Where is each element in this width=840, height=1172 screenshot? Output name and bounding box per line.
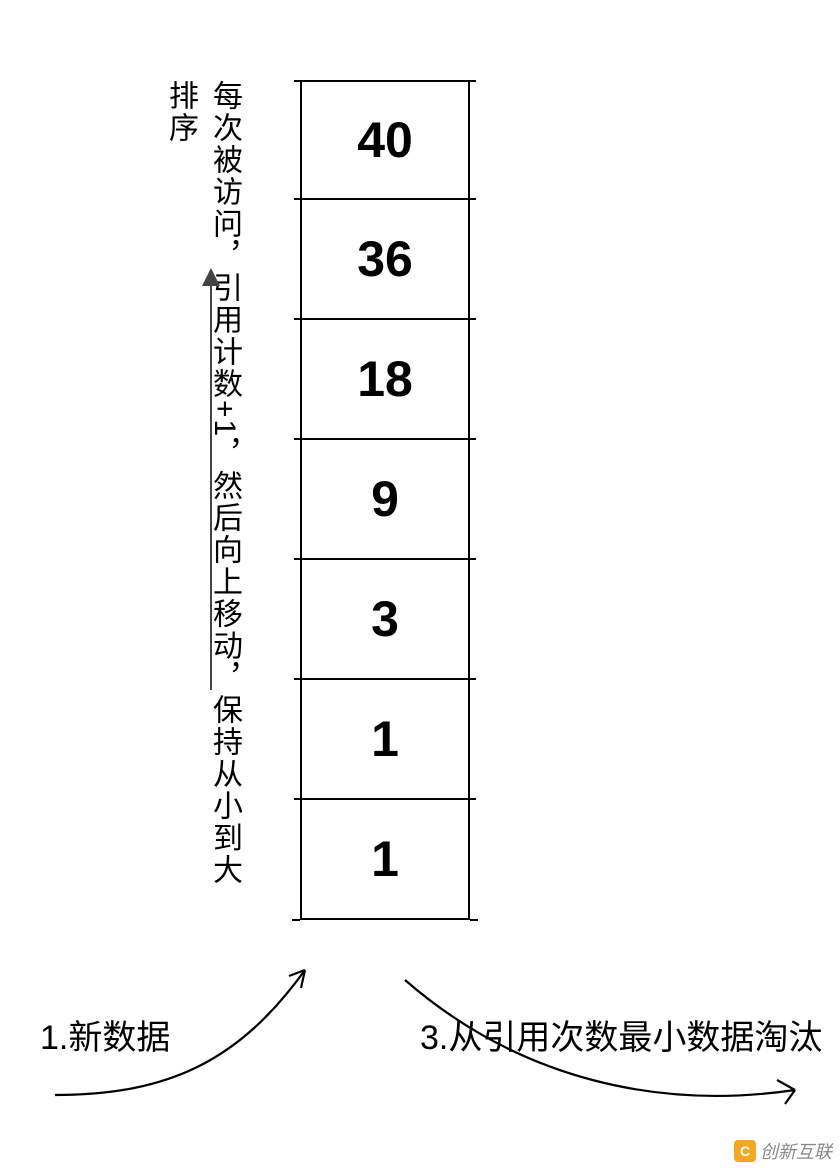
watermark-text: 创新互联 [760, 1138, 832, 1164]
watermark: 创新互联 [734, 1138, 832, 1164]
stack-cell: 18 [300, 320, 470, 440]
stack-cell: 3 [300, 560, 470, 680]
label-new-data: 1.新数据 [40, 1010, 170, 1059]
stack-cell: 9 [300, 440, 470, 560]
curve-in-head [289, 970, 305, 988]
stack-cell: 1 [300, 680, 470, 800]
vertical-caption: 每次被访问，引用计数+1，然后向上移动，保持从小到大排序 [158, 80, 246, 910]
up-arrow [210, 270, 212, 690]
stack-cell: 40 [300, 80, 470, 200]
stack-cell: 36 [300, 200, 470, 320]
curve-out-head [777, 1080, 795, 1104]
stack-cell: 1 [300, 800, 470, 920]
watermark-logo-icon [734, 1140, 756, 1162]
label-eviction: 3.从引用次数最小数据淘汰 [420, 1010, 822, 1059]
lfu-stack: 40 36 18 9 3 1 1 [300, 80, 470, 920]
